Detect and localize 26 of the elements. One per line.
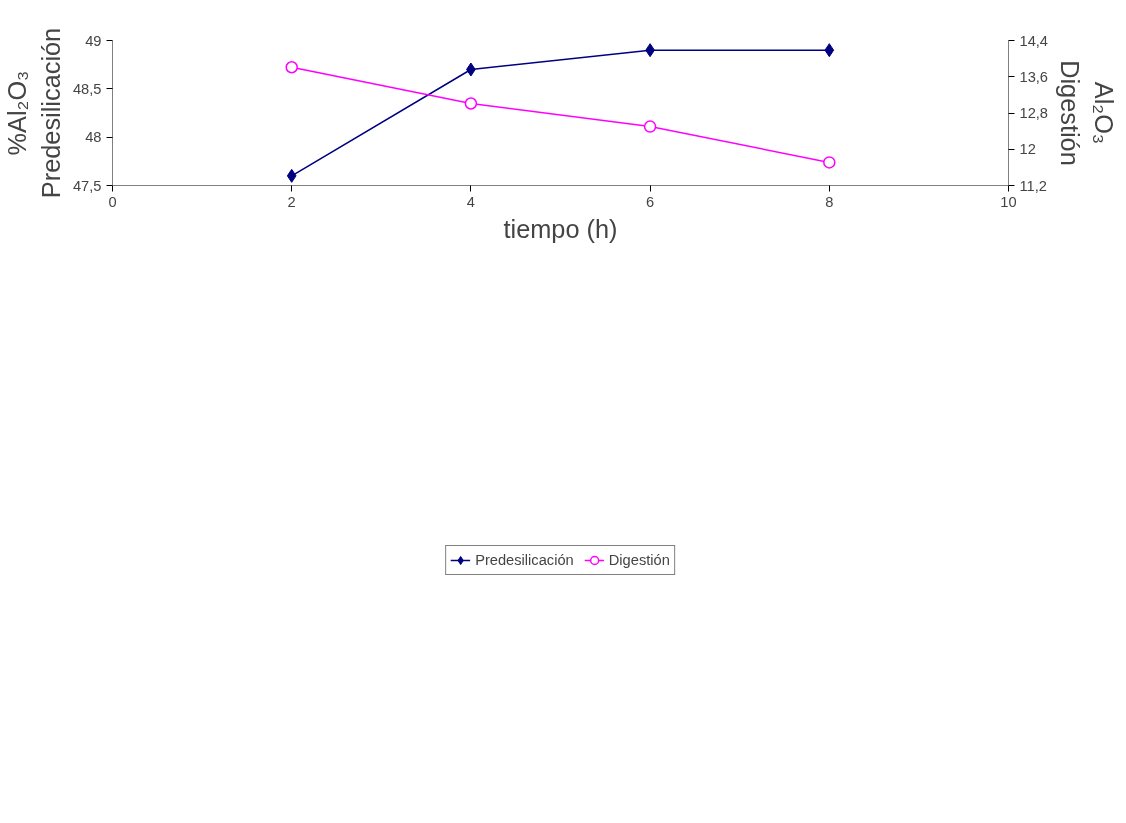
y2-tick-label: 12,8 <box>1019 105 1049 121</box>
point <box>286 168 297 183</box>
x-tick-label: 8 <box>825 193 834 210</box>
point <box>824 43 835 58</box>
y2-tick-label: 13,6 <box>1019 68 1049 85</box>
x-tick-label: 2 <box>287 193 296 210</box>
y2-tick-label: 14,4 <box>1019 32 1049 49</box>
y-tick-label: 49 <box>85 32 102 49</box>
x-axis-title: tiempo (h) <box>503 214 618 243</box>
legend-label: Digestión <box>608 552 670 568</box>
y2-tick-label: 11,2 <box>1019 177 1047 194</box>
y-tick-label: 48,5 <box>72 80 102 97</box>
x-tick-label: 4 <box>466 193 475 210</box>
y-axis-title: %Al₂O₃ Predesilicación <box>3 27 65 199</box>
x-tick-label: 10 <box>1000 193 1017 210</box>
point <box>285 61 298 74</box>
legend-label: Predesilicación <box>475 552 574 568</box>
point <box>823 156 836 169</box>
y2-tick-label: 12 <box>1019 141 1036 158</box>
y-tick-label: 47,5 <box>72 177 102 194</box>
y-tick-label: 48 <box>85 129 102 146</box>
x-tick-label: 0 <box>108 193 117 210</box>
point <box>464 97 478 110</box>
x-tick-label: 6 <box>646 193 655 210</box>
point <box>643 120 657 133</box>
y2-axis-title: Al₂O₃ Digestión <box>1056 60 1118 166</box>
